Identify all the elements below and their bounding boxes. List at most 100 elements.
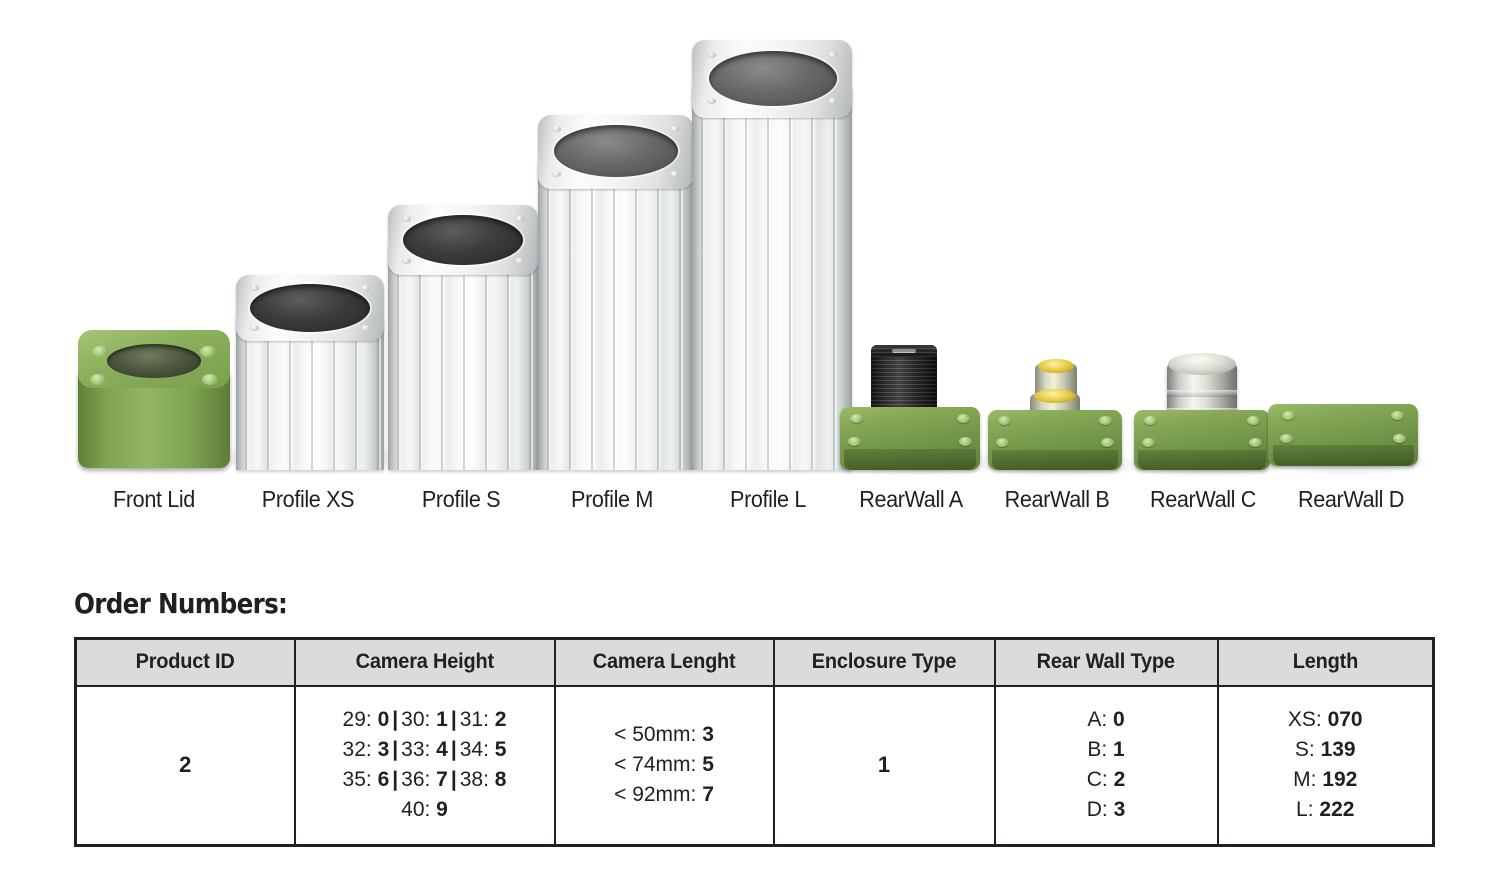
- length-code: 192: [1322, 768, 1358, 792]
- column-header-product-id: Product ID: [74, 637, 296, 687]
- product-rearwall-a: [840, 345, 980, 470]
- profile-screw: [402, 216, 411, 222]
- profile-body: [538, 161, 693, 470]
- column-header-camera-height: Camera Height: [293, 637, 556, 687]
- plate-screw: [1101, 438, 1114, 447]
- camera-height-code: 3: [377, 738, 390, 762]
- camera-height-code: 5: [494, 738, 507, 762]
- camera-height-label: 40:: [401, 798, 437, 822]
- profile-screw: [250, 325, 259, 331]
- product-front-lid: [78, 330, 230, 470]
- profile-screw: [402, 258, 411, 264]
- mapping-separator: |: [450, 738, 457, 762]
- profile-bore: [250, 284, 370, 332]
- rearwall-c-plate: [1134, 410, 1270, 470]
- plate-edge: [844, 448, 976, 470]
- cell-camera-height: 29: 0 | 30: 1 | 31: 2 32: 3 | 33: 4 | 34: 5 35: 6 |…: [293, 684, 556, 847]
- mapping-separator: |: [450, 708, 457, 732]
- camera-height-label: 38:: [459, 768, 495, 792]
- profile-screw: [828, 52, 837, 58]
- plate-screw: [1144, 416, 1157, 425]
- caption-front-lid: Front Lid: [113, 486, 195, 512]
- profile-screw: [707, 98, 716, 104]
- plate-screw: [1099, 416, 1112, 425]
- mapping-row: L: 222: [1221, 795, 1431, 825]
- camera-height-code: 7: [436, 768, 448, 792]
- cell-rear-wall-type: A: 0 B: 1 C: 2 D: 3: [993, 684, 1219, 847]
- plate-screw: [1249, 438, 1262, 447]
- product-rearwall-c: [1134, 352, 1270, 470]
- plate-screw: [1282, 411, 1295, 420]
- camera-height-code: 0: [377, 708, 390, 732]
- profile-body: [692, 88, 852, 470]
- camera-height-code: 2: [494, 708, 507, 732]
- mapping-separator: |: [392, 708, 399, 732]
- connector-slot: [892, 349, 916, 353]
- plate-screw: [959, 437, 972, 446]
- profile-body: [236, 317, 384, 470]
- cell-product-id: 2: [74, 684, 296, 847]
- rear-wall-type-label: B:: [1087, 738, 1113, 762]
- plate-edge: [1272, 444, 1414, 466]
- length-code: 070: [1327, 708, 1363, 732]
- caption-rearwall-b: RearWall B: [1004, 486, 1110, 512]
- rear-wall-type-label: A:: [1087, 708, 1113, 732]
- order-numbers-title: Order Numbers:: [74, 587, 288, 620]
- plate-screw: [1280, 434, 1293, 443]
- plate-screw: [1142, 438, 1155, 447]
- rear-wall-type-code: 2: [1113, 768, 1126, 792]
- column-header-enclosure-type: Enclosure Type: [772, 637, 996, 687]
- camera-height-label: 29:: [342, 708, 378, 732]
- header-label: Length: [1292, 650, 1359, 674]
- mapping-row: A: 0: [998, 705, 1215, 735]
- product-profile-l: [692, 40, 852, 470]
- front-lid-screw: [92, 346, 108, 357]
- header-label: Enclosure Type: [811, 650, 957, 674]
- profile-bore: [403, 215, 523, 265]
- front-lid-screw: [202, 374, 218, 385]
- caption-rearwall-c: RearWall C: [1150, 486, 1256, 512]
- plate-screw: [957, 414, 970, 423]
- rear-wall-type-label: C:: [1086, 768, 1114, 792]
- camera-height-code: 4: [436, 738, 448, 762]
- camera-height-label: 33:: [401, 738, 437, 762]
- profile-screw: [670, 126, 679, 132]
- camera-lenght-label: < 74mm:: [614, 753, 703, 777]
- front-lid-screw: [200, 346, 216, 357]
- front-lid-screw: [90, 374, 106, 385]
- cell-length: XS: 070 S: 139 M: 192 L: 222: [1216, 684, 1435, 847]
- caption-profile-xs: Profile XS: [261, 486, 355, 512]
- camera-height-code: 1: [436, 708, 448, 732]
- camera-lenght-code: 7: [702, 783, 714, 807]
- camera-height-code: 8: [494, 768, 507, 792]
- table-row: 2 29: 0 | 30: 1 | 31: 2 32: 3 | 33: 4 | 34: 5 35: …: [74, 684, 1435, 847]
- mapping-row: < 50mm: 3: [558, 720, 771, 750]
- camera-height-code: 9: [436, 798, 448, 822]
- column-header-rear-wall-type: Rear Wall Type: [993, 637, 1219, 687]
- length-label: XS:: [1287, 708, 1328, 732]
- plate-screw: [850, 414, 863, 423]
- mapping-separator: |: [450, 768, 457, 792]
- header-label: Camera Lenght: [592, 650, 736, 674]
- profile-body: [388, 249, 538, 470]
- caption-profile-m: Profile M: [571, 486, 653, 512]
- camera-height-label: 31:: [459, 708, 495, 732]
- column-header-length: Length: [1216, 637, 1435, 687]
- profile-bore: [709, 51, 837, 106]
- connector-gold-cap: [1038, 359, 1074, 373]
- camera-lenght-code: 5: [702, 753, 714, 777]
- product-profile-xs: [236, 275, 384, 470]
- caption-profile-s: Profile S: [421, 486, 501, 512]
- rear-wall-type-code: 1: [1113, 738, 1125, 762]
- mapping-separator: |: [392, 768, 399, 792]
- product-photo-strip: [70, 40, 1434, 478]
- plate-screw: [1247, 416, 1260, 425]
- profile-screw: [515, 258, 524, 264]
- profile-screw: [515, 216, 524, 222]
- cell-camera-lenght: < 50mm: 3 < 74mm: 5 < 92mm: 7: [553, 684, 775, 847]
- mapping-row: S: 139: [1221, 735, 1431, 765]
- camera-height-label: 35:: [342, 768, 378, 792]
- plate-screw: [1391, 411, 1404, 420]
- mapping-row: C: 2: [998, 765, 1215, 795]
- camera-lenght-label: < 50mm:: [614, 723, 703, 747]
